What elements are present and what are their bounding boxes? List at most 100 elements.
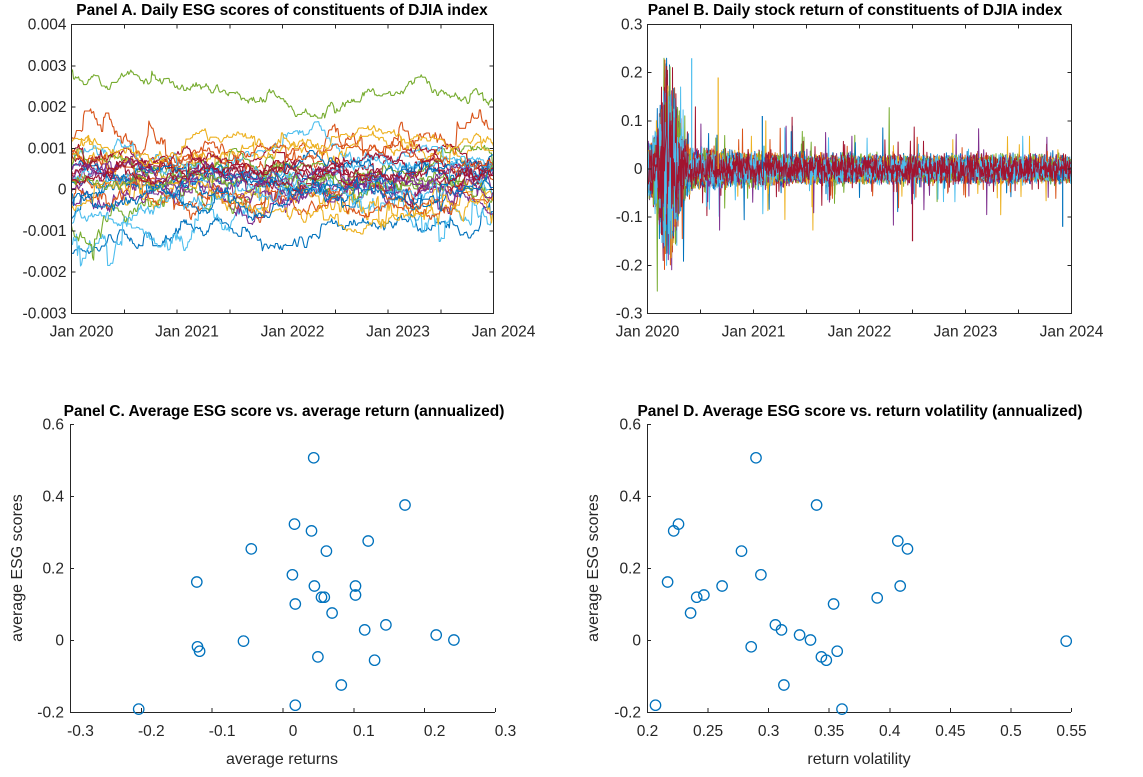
x-tick-label: 0.4 bbox=[879, 723, 901, 740]
x-tick-label: Jan 2021 bbox=[155, 324, 219, 341]
y-tick-label: 0 bbox=[58, 182, 67, 199]
y-tick-label: -0.001 bbox=[23, 223, 67, 240]
x-tick-label: Jan 2024 bbox=[1040, 324, 1104, 341]
scatter-point bbox=[661, 576, 674, 588]
scatter-point bbox=[237, 635, 250, 647]
scatter-point bbox=[793, 629, 806, 641]
esg-series-line bbox=[71, 124, 494, 167]
y-tick-label: 0.3 bbox=[621, 17, 643, 34]
x-tick-label: -0.3 bbox=[67, 723, 94, 740]
panel-c-xlabel: average returns bbox=[226, 751, 338, 768]
panel-c-ylabel: average ESG scores bbox=[9, 494, 26, 642]
x-tick-label: Jan 2023 bbox=[934, 324, 998, 341]
y-tick-label: 0 bbox=[632, 633, 641, 650]
scatter-point bbox=[308, 580, 321, 592]
scatter-point bbox=[745, 640, 758, 653]
scatter-point bbox=[894, 580, 907, 592]
panel-d-xlabel: return volatility bbox=[807, 751, 910, 768]
y-tick-label: -0.2 bbox=[37, 705, 64, 722]
scatter-point bbox=[349, 580, 362, 592]
x-tick-label: 0.25 bbox=[693, 723, 723, 740]
x-tick-label: 0.2 bbox=[424, 723, 446, 740]
panel-a-lines bbox=[70, 69, 495, 267]
scatter-point bbox=[326, 607, 338, 619]
x-tick-label: -0.1 bbox=[209, 723, 236, 740]
x-tick-label: 0.45 bbox=[935, 723, 965, 740]
x-tick-label: 0.5 bbox=[1000, 723, 1022, 740]
y-tick-label: -0.2 bbox=[616, 257, 643, 274]
scatter-point bbox=[778, 679, 790, 691]
esg-series-line bbox=[71, 130, 495, 174]
scatter-point bbox=[698, 589, 710, 601]
panel-a-title: Panel A. Daily ESG scores of constituent… bbox=[76, 2, 488, 19]
panel-a-ticks: 0.0040.0030.0020.0010-0.001-0.002-0.003J… bbox=[23, 17, 536, 341]
panel-c: Panel C. Average ESG score vs. average r… bbox=[9, 403, 516, 768]
y-tick-label: -0.002 bbox=[23, 264, 67, 281]
scatter-point bbox=[288, 518, 301, 530]
scatter-point bbox=[380, 619, 392, 631]
x-tick-label: 0.55 bbox=[1056, 723, 1086, 740]
scatter-point bbox=[305, 525, 318, 537]
scatter-point bbox=[735, 545, 748, 557]
scatter-point bbox=[190, 576, 203, 588]
x-tick-label: 0.3 bbox=[758, 723, 780, 740]
panel-b-title: Panel B. Daily stock return of constitue… bbox=[648, 2, 1063, 19]
scatter-point bbox=[315, 591, 328, 604]
esg-series-line bbox=[71, 69, 494, 119]
y-tick-label: 0.2 bbox=[619, 561, 641, 578]
panel-c-points bbox=[132, 451, 460, 715]
scatter-point bbox=[349, 589, 362, 601]
scatter-point bbox=[891, 535, 904, 547]
scatter-point bbox=[649, 699, 662, 712]
scatter-point bbox=[318, 591, 331, 604]
esg-series-line bbox=[70, 164, 495, 207]
panel-d-points bbox=[649, 451, 1073, 715]
x-tick-label: Jan 2023 bbox=[366, 324, 430, 341]
scatter-point bbox=[775, 624, 788, 636]
esg-series-line bbox=[70, 144, 494, 185]
scatter-point bbox=[667, 525, 680, 537]
scatter-point bbox=[307, 451, 320, 464]
y-tick-label: 0.004 bbox=[28, 17, 67, 34]
esg-series-line bbox=[71, 175, 495, 235]
y-tick-label: 0 bbox=[55, 633, 64, 650]
x-tick-label: 0.1 bbox=[353, 723, 375, 740]
x-tick-label: 0.2 bbox=[637, 723, 659, 740]
esg-series-line bbox=[71, 150, 494, 185]
panel-b-lines bbox=[647, 57, 1072, 292]
y-tick-label: -0.2 bbox=[614, 705, 641, 722]
y-tick-label: -0.1 bbox=[616, 209, 643, 226]
x-tick-label: Jan 2022 bbox=[261, 324, 325, 341]
scatter-point bbox=[399, 499, 411, 511]
scatter-point bbox=[132, 703, 145, 715]
panel-a: Panel A. Daily ESG scores of constituent… bbox=[23, 2, 536, 341]
y-tick-label: 0 bbox=[634, 161, 643, 178]
esg-series-line bbox=[70, 157, 494, 186]
scatter-point bbox=[716, 580, 728, 592]
y-tick-label: 0.2 bbox=[42, 561, 64, 578]
x-tick-label: Jan 2024 bbox=[472, 324, 536, 341]
y-tick-label: 0.6 bbox=[619, 417, 641, 434]
scatter-point bbox=[831, 645, 844, 658]
x-tick-label: 0.35 bbox=[814, 723, 844, 740]
scatter-point bbox=[901, 543, 914, 555]
panel-c-title: Panel C. Average ESG score vs. average r… bbox=[64, 403, 505, 420]
panel-d-ylabel: average ESG scores bbox=[585, 494, 602, 642]
scatter-point bbox=[810, 499, 823, 511]
scatter-point bbox=[289, 699, 302, 712]
x-tick-label: Jan 2022 bbox=[828, 324, 892, 341]
x-tick-label: Jan 2020 bbox=[50, 324, 114, 341]
x-tick-label: 0 bbox=[289, 723, 298, 740]
scatter-point bbox=[804, 634, 817, 646]
scatter-point bbox=[312, 651, 324, 663]
scatter-point bbox=[362, 535, 375, 547]
y-tick-label: -0.003 bbox=[23, 306, 67, 323]
scatter-point bbox=[193, 645, 206, 658]
esg-series-line bbox=[71, 202, 494, 254]
y-tick-label: 0.003 bbox=[28, 58, 67, 75]
scatter-point bbox=[289, 598, 302, 610]
scatter-point bbox=[245, 543, 258, 555]
y-tick-label: 0.4 bbox=[619, 489, 641, 506]
y-tick-label: 0.001 bbox=[28, 140, 67, 157]
